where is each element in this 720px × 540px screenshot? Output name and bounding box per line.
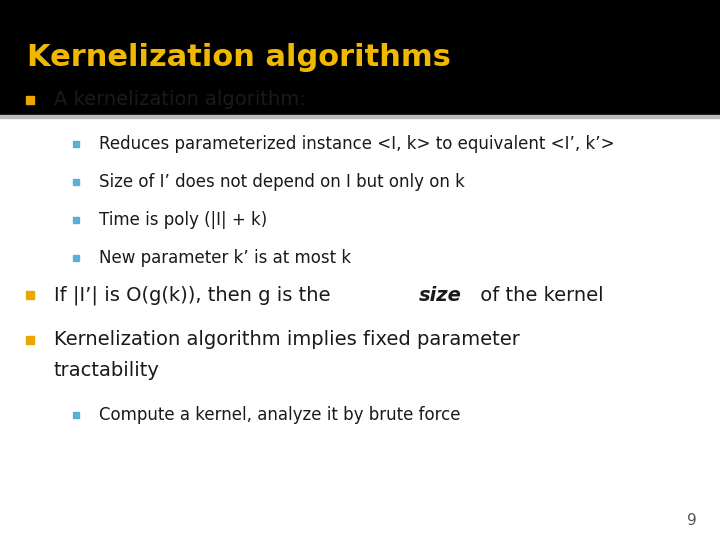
- Text: size: size: [419, 286, 462, 305]
- Text: 9: 9: [687, 513, 697, 528]
- Text: Kernelization algorithm implies fixed parameter: Kernelization algorithm implies fixed pa…: [54, 330, 520, 349]
- Text: tractability: tractability: [54, 361, 160, 381]
- Bar: [0, 0, 720, 115]
- Text: New parameter k’ is at most k: New parameter k’ is at most k: [99, 248, 351, 267]
- Text: Kernelization algorithms: Kernelization algorithms: [27, 43, 451, 72]
- Text: Compute a kernel, analyze it by brute force: Compute a kernel, analyze it by brute fo…: [99, 406, 461, 424]
- Text: Size of I’ does not depend on I but only on k: Size of I’ does not depend on I but only…: [99, 173, 465, 191]
- Text: of the kernel: of the kernel: [474, 286, 604, 305]
- Text: Reduces parameterized instance <I, k> to equivalent <I’, k’>: Reduces parameterized instance <I, k> to…: [99, 135, 615, 153]
- Text: Time is poly (|I| + k): Time is poly (|I| + k): [99, 211, 268, 229]
- Bar: [0, 115, 720, 118]
- Text: If |I’| is O(g(k)), then g is the: If |I’| is O(g(k)), then g is the: [54, 286, 337, 305]
- Text: A kernelization algorithm:: A kernelization algorithm:: [54, 90, 305, 110]
